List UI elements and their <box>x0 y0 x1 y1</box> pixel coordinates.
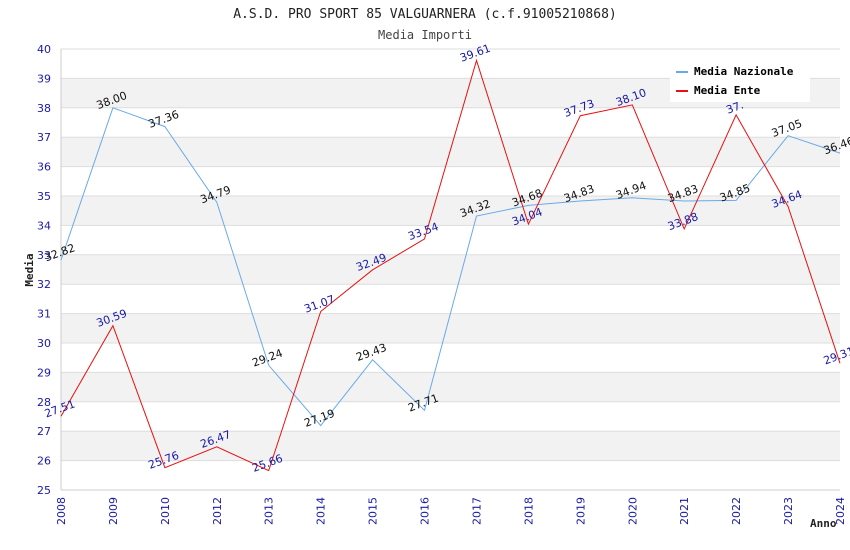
y-tick-label: 35 <box>37 190 51 203</box>
legend-box <box>670 60 810 102</box>
x-axis-title: Anno <box>810 517 837 530</box>
y-axis-ticks: 25 26 27 28 29 30 31 32 33 34 35 36 37 38 39 40 <box>37 43 51 497</box>
series-line-nazionale <box>60 107 841 427</box>
data-label: 29.24 <box>251 347 285 370</box>
x-tick-label: 2008 <box>55 497 68 525</box>
x-tick-label: 2016 <box>419 497 432 525</box>
y-tick-label: 31 <box>37 308 51 321</box>
x-tick-label: 2012 <box>211 497 224 525</box>
grid-band <box>61 254 840 285</box>
y-tick-label: 26 <box>37 455 51 468</box>
y-tick-label: 32 <box>37 278 51 291</box>
grid-band <box>61 372 840 402</box>
x-tick-label: 2017 <box>470 497 483 525</box>
legend: Media Nazionale Media Ente <box>670 60 810 102</box>
x-tick-label: 2014 <box>315 497 328 525</box>
y-tick-label: 28 <box>37 396 51 409</box>
grid-lines <box>61 48 840 491</box>
y-tick-label: 37 <box>37 131 51 144</box>
x-tick-label: 2010 <box>159 497 172 525</box>
x-tick-label: 2020 <box>626 497 639 525</box>
x-tick-label: 2013 <box>263 497 276 525</box>
series-line-ente <box>60 58 841 472</box>
data-label: 39.61 <box>458 42 492 65</box>
y-tick-label: 36 <box>37 161 51 174</box>
axes <box>60 49 840 491</box>
y-tick-label: 39 <box>37 72 51 85</box>
x-tick-label: 2009 <box>107 497 120 525</box>
y-tick-label: 38 <box>37 102 51 115</box>
y-tick-label: 40 <box>37 43 51 56</box>
grid-bands <box>61 78 840 461</box>
y-axis-title: Media <box>23 253 36 286</box>
grid-band <box>61 313 840 343</box>
chart-subtitle: Media Importi <box>378 28 472 42</box>
data-label: 31.07 <box>302 293 336 316</box>
y-tick-label: 34 <box>37 219 51 232</box>
data-label: 37.36 <box>147 108 181 131</box>
y-tick-label: 30 <box>37 337 51 350</box>
y-tick-label: 27 <box>37 425 51 438</box>
grid-band <box>61 137 840 167</box>
x-tick-label: 2021 <box>678 497 691 525</box>
legend-label-ente: Media Ente <box>694 84 761 97</box>
data-label: 37. <box>724 98 745 116</box>
x-axis-ticks: 2008 2009 2010 2012 2013 2014 2015 2016 2017 2018… <box>55 497 847 525</box>
x-tick-label: 2018 <box>522 497 535 525</box>
y-tick-label: 33 <box>37 249 51 262</box>
x-tick-label: 2023 <box>782 497 795 525</box>
chart-title: A.S.D. PRO SPORT 85 VALGUARNERA (c.f.910… <box>233 7 617 22</box>
x-tick-label: 2019 <box>574 497 587 525</box>
y-tick-label: 29 <box>37 366 51 379</box>
series-layer <box>60 58 841 472</box>
x-tick-label: 2024 <box>834 497 847 525</box>
data-label: 29.31 <box>822 345 850 368</box>
x-tick-label: 2022 <box>730 497 743 525</box>
grid-band <box>61 431 840 461</box>
x-tick-label: 2015 <box>367 497 380 525</box>
y-tick-label: 25 <box>37 484 51 497</box>
legend-label-nazionale: Media Nazionale <box>694 65 794 78</box>
